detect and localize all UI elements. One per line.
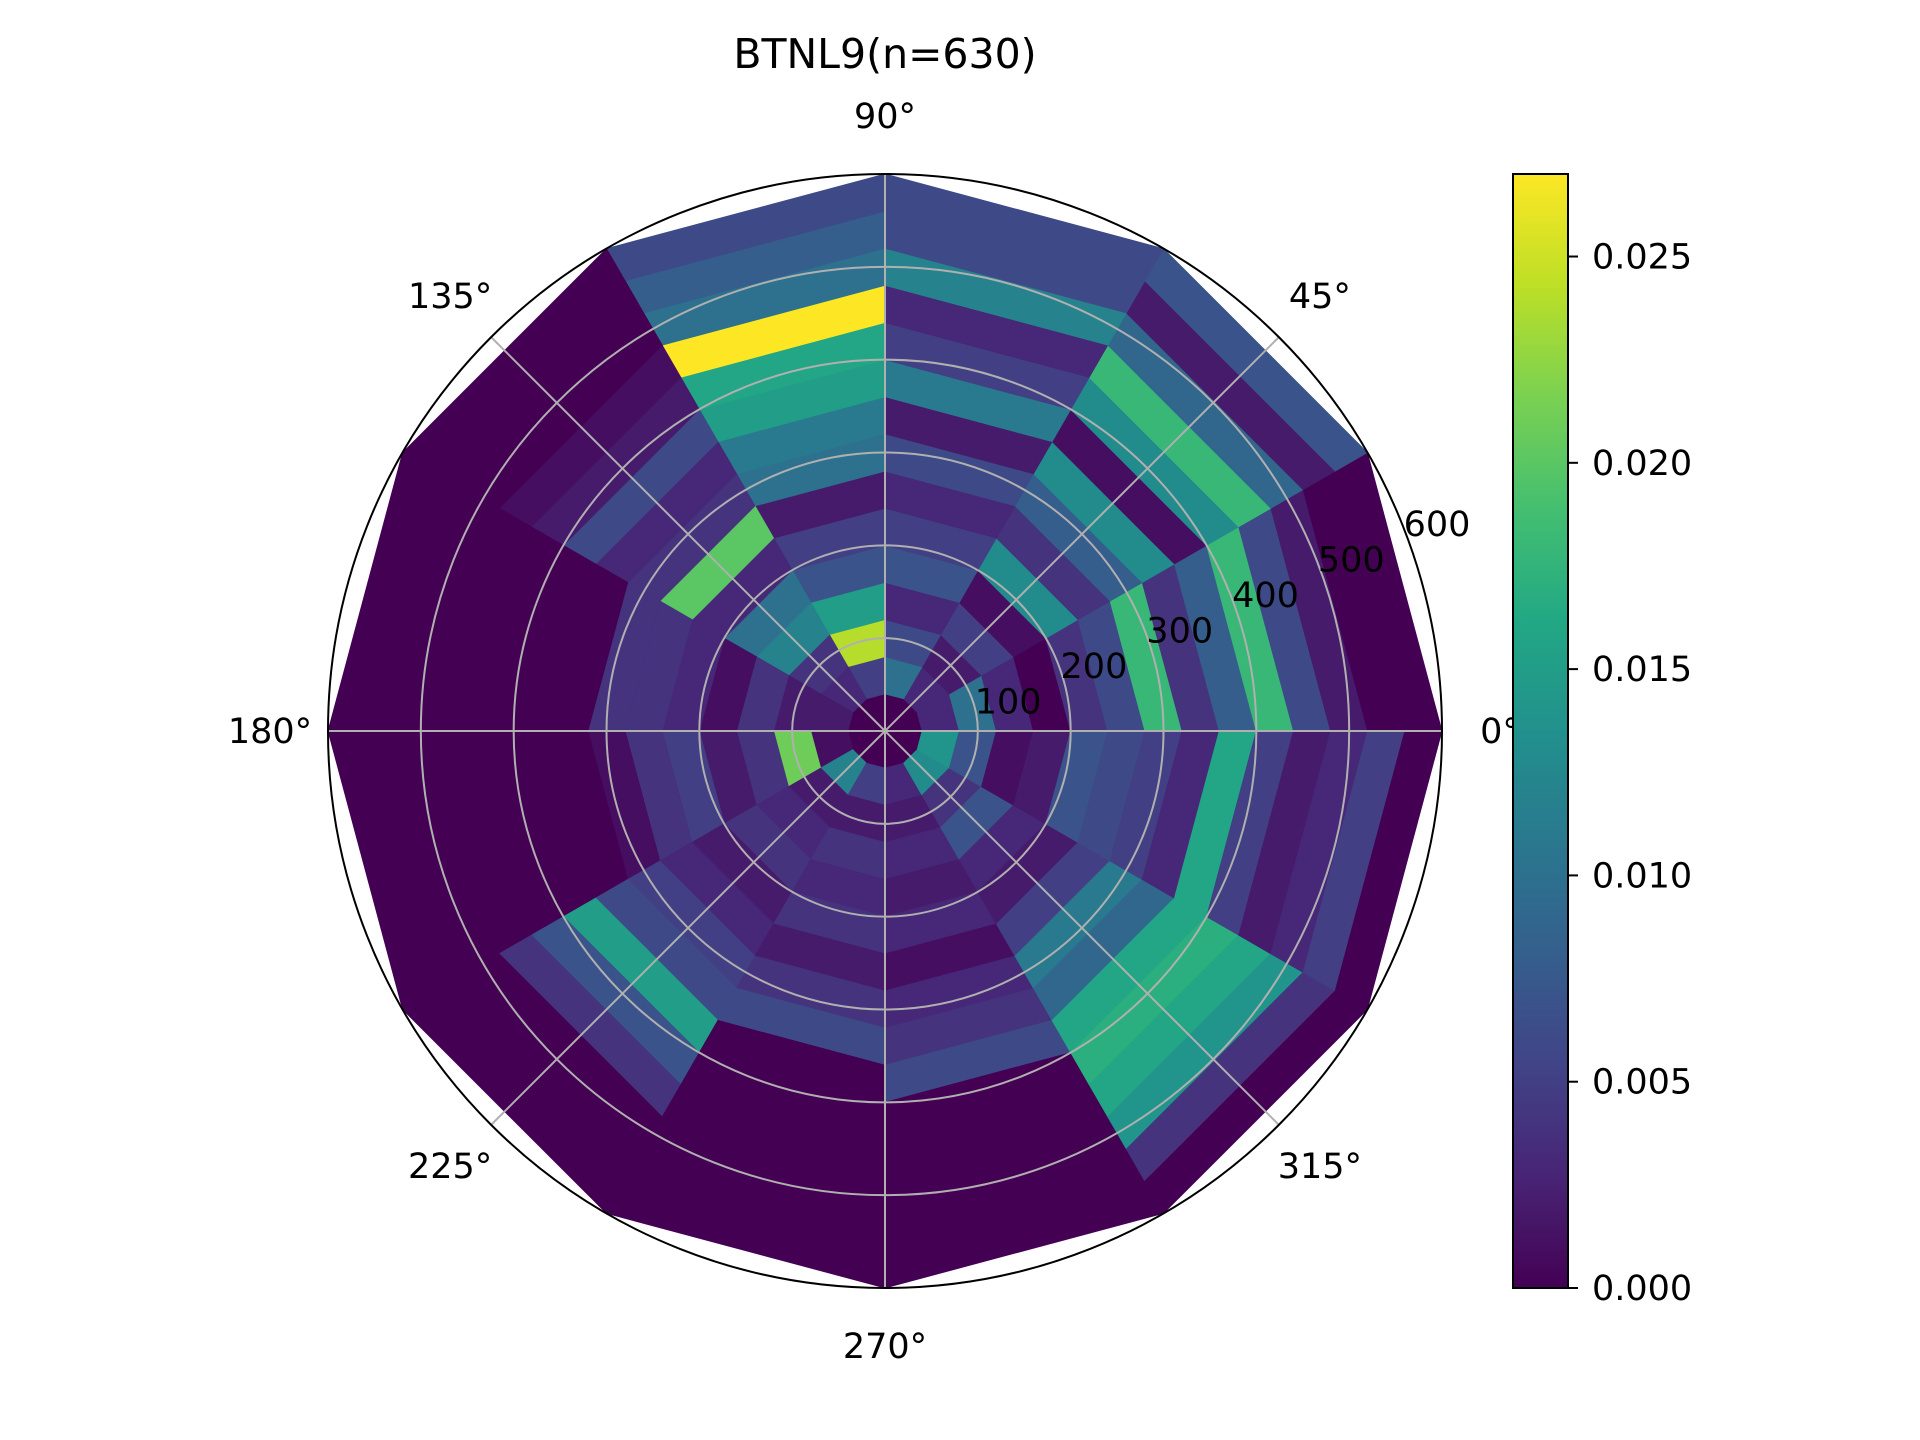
- radial-tick-label: 300: [1146, 611, 1213, 651]
- angle-tick-label: 135°: [408, 277, 492, 317]
- angular-gridline: [884, 336, 1280, 732]
- radial-tick-label: 600: [1404, 505, 1471, 545]
- angular-gridline: [490, 730, 886, 1126]
- radial-tick-label: 100: [975, 682, 1042, 722]
- angle-tick-label: 225°: [408, 1147, 492, 1187]
- colorbar-ticks: 0.000 0.005 0.010 0.015 0.020 0.025: [1568, 238, 1692, 1309]
- colorbar-tick-label: 0.005: [1592, 1063, 1692, 1103]
- angular-gridline: [884, 730, 1280, 1126]
- radial-tick-label: 500: [1318, 540, 1385, 580]
- chart-title: BTNL9(n=630): [733, 30, 1036, 78]
- colorbar-tick-label: 0.010: [1592, 856, 1692, 896]
- colorbar-tick-label: 0.020: [1592, 444, 1692, 484]
- angle-tick-label: 180°: [228, 712, 312, 752]
- angle-tick-label: 45°: [1289, 277, 1351, 317]
- angle-tick-label: 315°: [1278, 1147, 1362, 1187]
- colorbar-tick-label: 0.015: [1592, 650, 1692, 690]
- radial-tick-labels: 100 200 300 400 500 600: [975, 505, 1471, 723]
- radial-tick-label: 200: [1061, 647, 1128, 687]
- angle-tick-labels: 0°45°90°135°180°225°270°315°: [228, 97, 1520, 1367]
- angle-tick-label: 270°: [843, 1327, 927, 1367]
- polar-grid: [328, 174, 1442, 1288]
- radial-tick-label: 400: [1232, 576, 1299, 616]
- polar-outer-frame: [327, 173, 1443, 1289]
- colorbar-tick-label: 0.025: [1592, 238, 1692, 278]
- angle-tick-label: 90°: [854, 97, 916, 137]
- colorbar-tick-label: 0.000: [1592, 1269, 1692, 1309]
- colorbar: [1512, 173, 1569, 1289]
- angular-gridline: [490, 336, 886, 732]
